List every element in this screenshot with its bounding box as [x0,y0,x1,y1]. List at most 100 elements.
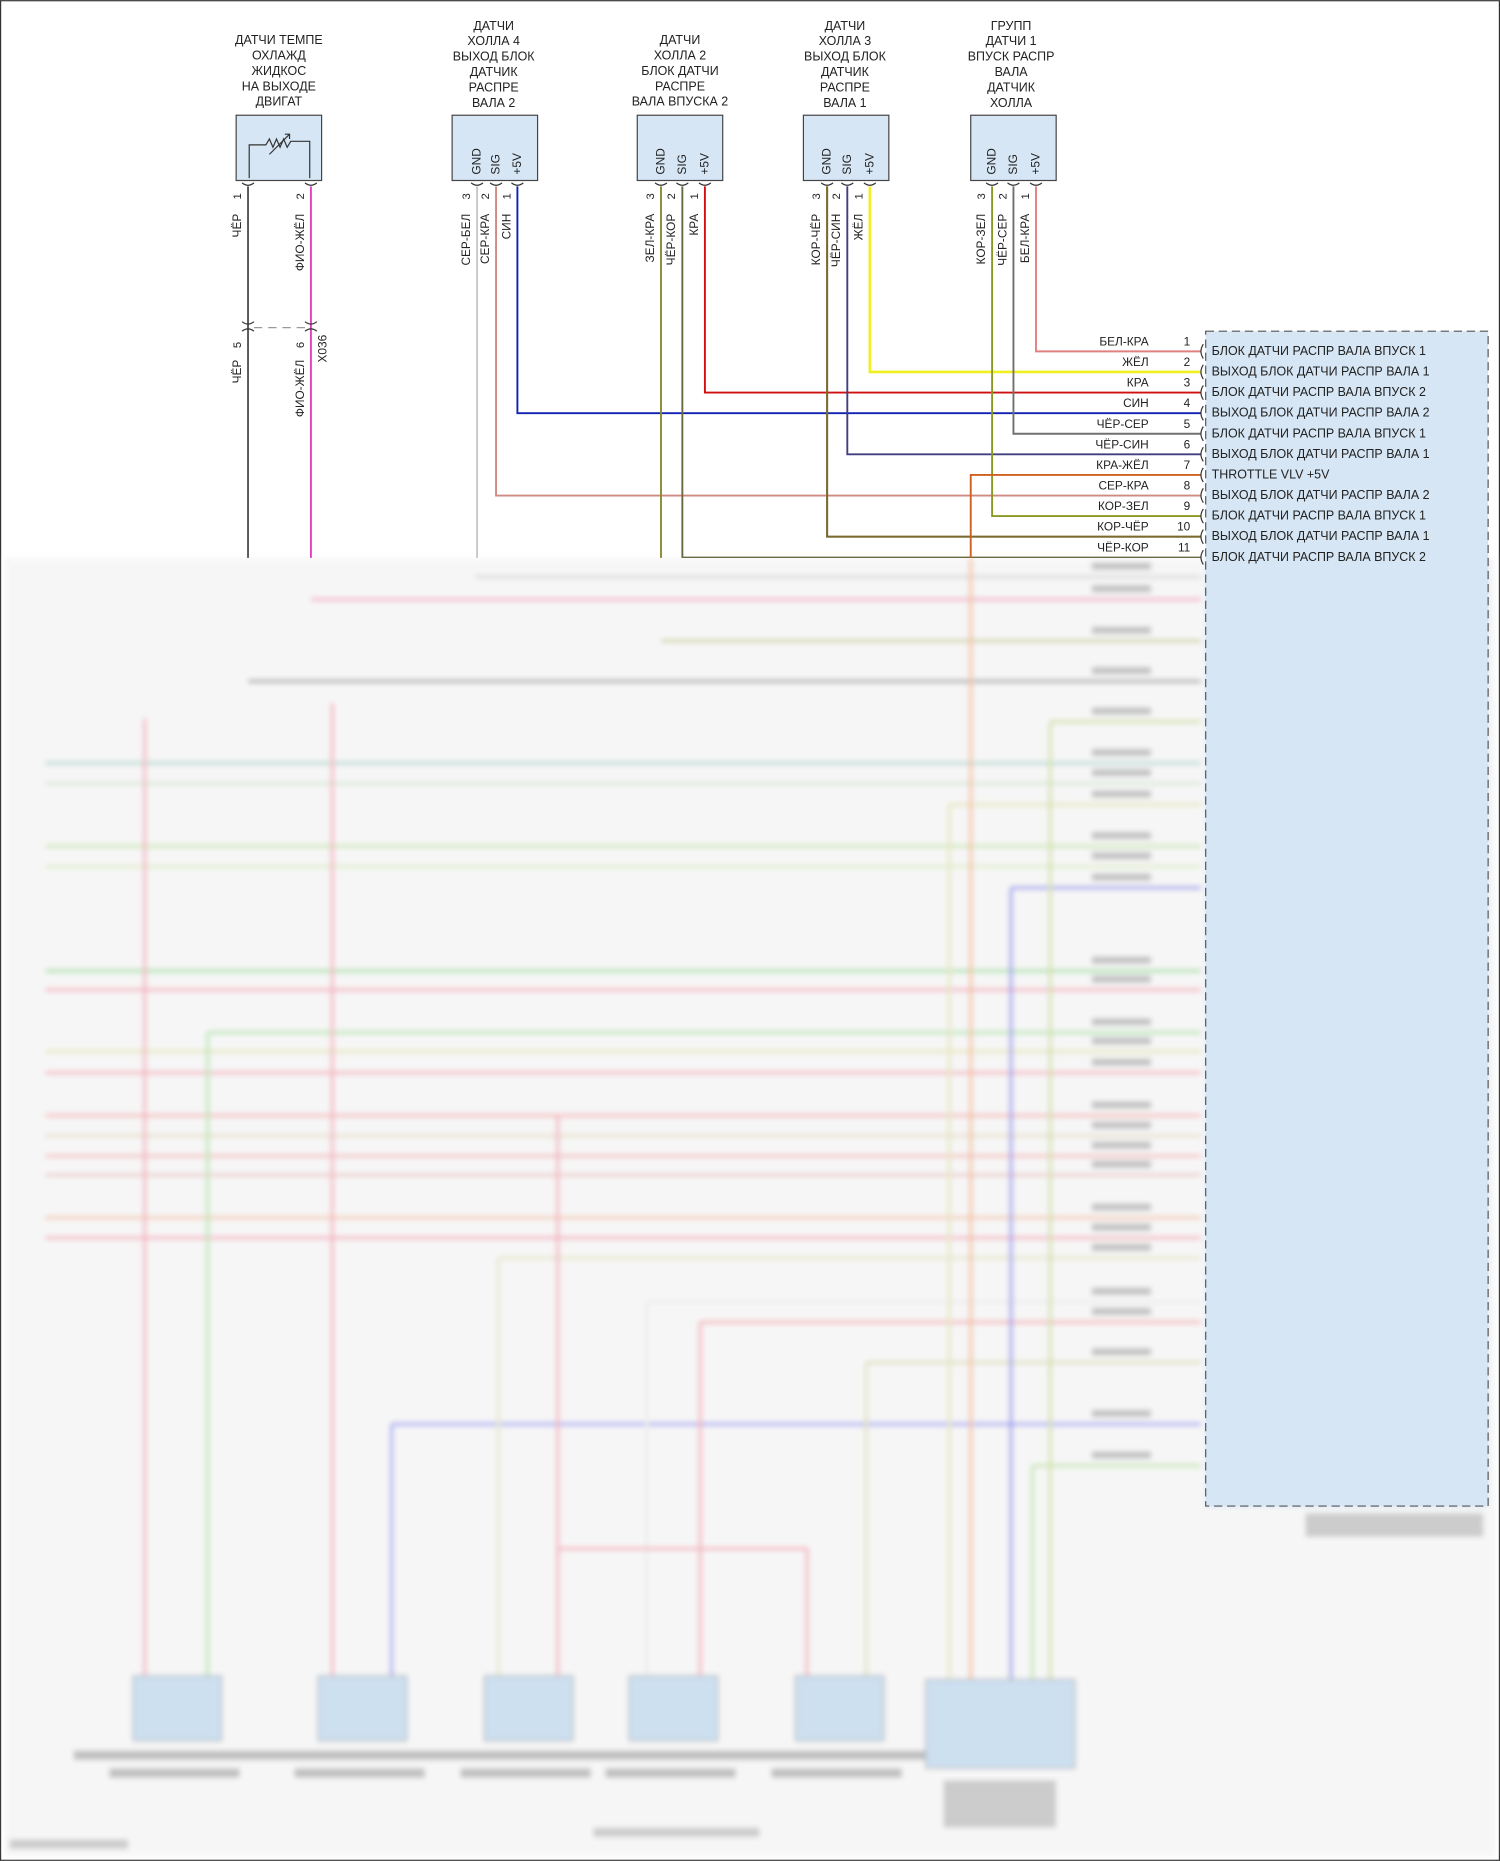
ecu-pin-row[interactable]: ЖЁЛ 2 ВЫХОД БЛОК ДАТЧИ РАСПР ВАЛА 1 [1122,355,1430,380]
wire [1035,186,1201,353]
pin-function-label: ВЫХОД БЛОК ДАТЧИ РАСПР ВАЛА 2 [1212,488,1430,502]
pin-function-label: SIG [489,154,503,174]
pin-number: 5 [232,342,244,348]
ecu-pin-row[interactable]: КРА 3 БЛОК ДАТЧИ РАСПР ВАЛА ВПУСК 2 [1127,376,1426,401]
pin-terminal-icon [304,182,318,186]
wire-color-label: ЗЕЛ-КРА [643,214,657,263]
pin-terminal-icon [1007,182,1020,186]
wire-color-label: ЧЁР [230,360,244,384]
ecu-pin-row[interactable]: СЕР-КРА 8 ВЫХОД БЛОК ДАТЧИ РАСПР ВАЛА 2 [1098,479,1430,503]
pin-number: 3 [461,193,473,199]
ecu-pin-row[interactable]: КРА-ЖЁЛ 7 THROTTLE VLV +5V [1096,458,1330,483]
sensor-title-line: РАСПРЕ [820,80,870,94]
pin-number: 2 [1184,355,1191,369]
sensor-title-line: ХОЛЛА 2 [654,48,707,62]
sensor-title-line: ХОЛЛА [990,96,1033,110]
sensor-title-line: РАСПРЕ [469,80,519,94]
ecu-pin-row[interactable]: СИН 4 ВЫХОД БЛОК ДАТЧИ РАСПР ВАЛА 2 [1123,396,1430,421]
pin-number: 2 [480,193,492,199]
wire-color-label: СЕР-КРА [478,214,492,264]
sensor-title-line: ДАТЧИ [660,33,701,47]
sensor-body[interactable] [235,114,323,182]
variable-resistor-arrow-icon [268,133,291,155]
wire [846,186,1201,456]
pin-number: 3 [1184,376,1191,390]
sensor-title-line: ХОЛЛА 3 [819,34,872,48]
wire-color-label: КОР-ЧЁР [809,214,823,266]
wire-color-label: КОР-ЗЕЛ [974,214,988,265]
pin-function-label: GND [654,148,668,174]
wire-color-label: ЖЁЛ [852,214,866,241]
pin-terminal-icon [698,182,712,186]
pin-number: 1 [854,193,866,199]
wire-color-label: СИН [499,214,513,240]
pin-terminal-icon [1200,488,1204,503]
wire-color-label: ЖЁЛ [1122,355,1149,369]
wire-color-label: СИН [1123,396,1149,410]
ecu-connector-body[interactable] [1205,330,1489,1507]
pin-terminal-icon [470,182,484,186]
wire-color-label: ФИО-ЖЁЛ [293,214,307,271]
wire-color-label: ЧЁР-СИН [1095,437,1148,451]
pin-function-label: ВЫХОД БЛОК ДАТЧИ РАСПР ВАЛА 1 [1212,447,1430,461]
ecu-pin-row[interactable]: БЕЛ-КРА 1 БЛОК ДАТЧИ РАСПР ВАЛА ВПУСК 1 [1099,334,1426,359]
pin-number: 6 [295,342,307,348]
sensor-title-line: ВЫХОД БЛОК [804,50,887,64]
pin-terminal-icon [1029,182,1043,186]
sensor-title-line: НА ВЫХОДЕ [242,79,316,93]
sensor-title-line: ДАТЧИК [470,65,519,79]
wire-color-label: СЕР-БЕЛ [459,214,473,266]
wire-color-label: ЧЁР-КОР [1097,540,1149,554]
wire [991,186,1201,518]
ecu-pin-row[interactable]: КОР-ЧЁР 10 ВЫХОД БЛОК ДАТЧИ РАСПР ВАЛА 1 [1097,520,1430,545]
wire-color-label: КОР-ЧЁР [1097,520,1149,534]
pin-number: 1 [501,193,513,199]
wire-color-label: КРА [1127,376,1149,390]
sensor-title-line: ХОЛЛА 4 [467,34,520,48]
pin-terminal-icon [676,182,689,186]
ecu-pin-row[interactable]: ЧЁР-СЕР 5 БЛОК ДАТЧИ РАСПР ВАЛА ВПУСК 1 [1097,417,1426,442]
pin-terminal-icon [489,182,503,186]
wire-color-label: БЕЛ-КРА [1018,214,1032,263]
pin-number: 3 [645,193,657,199]
sensor-body[interactable] [970,114,1057,182]
pin-terminal-icon [1200,364,1204,380]
pin-terminal-icon [241,321,255,332]
inline-connector: 5 ЧЁР 6 ФИО-ЖЁЛ X036 [230,321,329,417]
wire-color-label: ЧЁР-КОР [664,214,678,266]
pin-function-label: +5V [1029,153,1043,175]
sensor-title-line: ДАТЧИ [825,19,866,33]
sensor-body[interactable] [802,114,890,182]
sensor-body[interactable] [636,114,724,182]
sensor-title-line: ОХЛАЖД [252,48,306,62]
wire [826,186,1201,538]
pin-function-label: ВЫХОД БЛОК ДАТЧИ РАСПР ВАЛА 2 [1212,406,1430,420]
pin-number: 6 [1184,437,1191,451]
pin-terminal-icon [511,182,524,186]
pin-terminal-icon [1200,405,1204,421]
wire [703,186,1201,394]
ecu-pin-row[interactable]: ЧЁР-КОР 11 БЛОК ДАТЧИ РАСПР ВАЛА ВПУСК 2 [1097,540,1426,565]
pin-terminal-icon [1200,385,1204,401]
sensor-body[interactable] [451,114,539,182]
ecu-pin-row[interactable]: ЧЁР-СИН 6 ВЫХОД БЛОК ДАТЧИ РАСПР ВАЛА 1 [1095,437,1430,462]
ecu-pin-row[interactable]: КОР-ЗЕЛ 9 БЛОК ДАТЧИ РАСПР ВАЛА ВПУСК 1 [1098,499,1426,524]
wire-color-label: ЧЁР [230,214,244,238]
pin-number: 5 [1184,417,1191,431]
sensor-title-line: ВАЛА ВПУСКА 2 [632,95,729,109]
wire [1012,186,1201,435]
pin-number: 1 [1020,193,1032,199]
pin-terminal-icon [1200,549,1204,565]
wire-color-label: КРА [687,214,701,236]
pin-function-label: +5V [510,153,524,175]
wire [495,186,1201,497]
connector-name: X036 [315,334,329,362]
pin-function-label: БЛОК ДАТЧИ РАСПР ВАЛА ВПУСК 2 [1212,550,1426,564]
wire-color-label: КРА-ЖЁЛ [1096,458,1149,472]
pin-function-label: БЛОК ДАТЧИ РАСПР ВАЛА ВПУСК 2 [1212,385,1426,399]
pin-number: 2 [295,193,307,199]
pin-terminal-icon [863,182,877,186]
